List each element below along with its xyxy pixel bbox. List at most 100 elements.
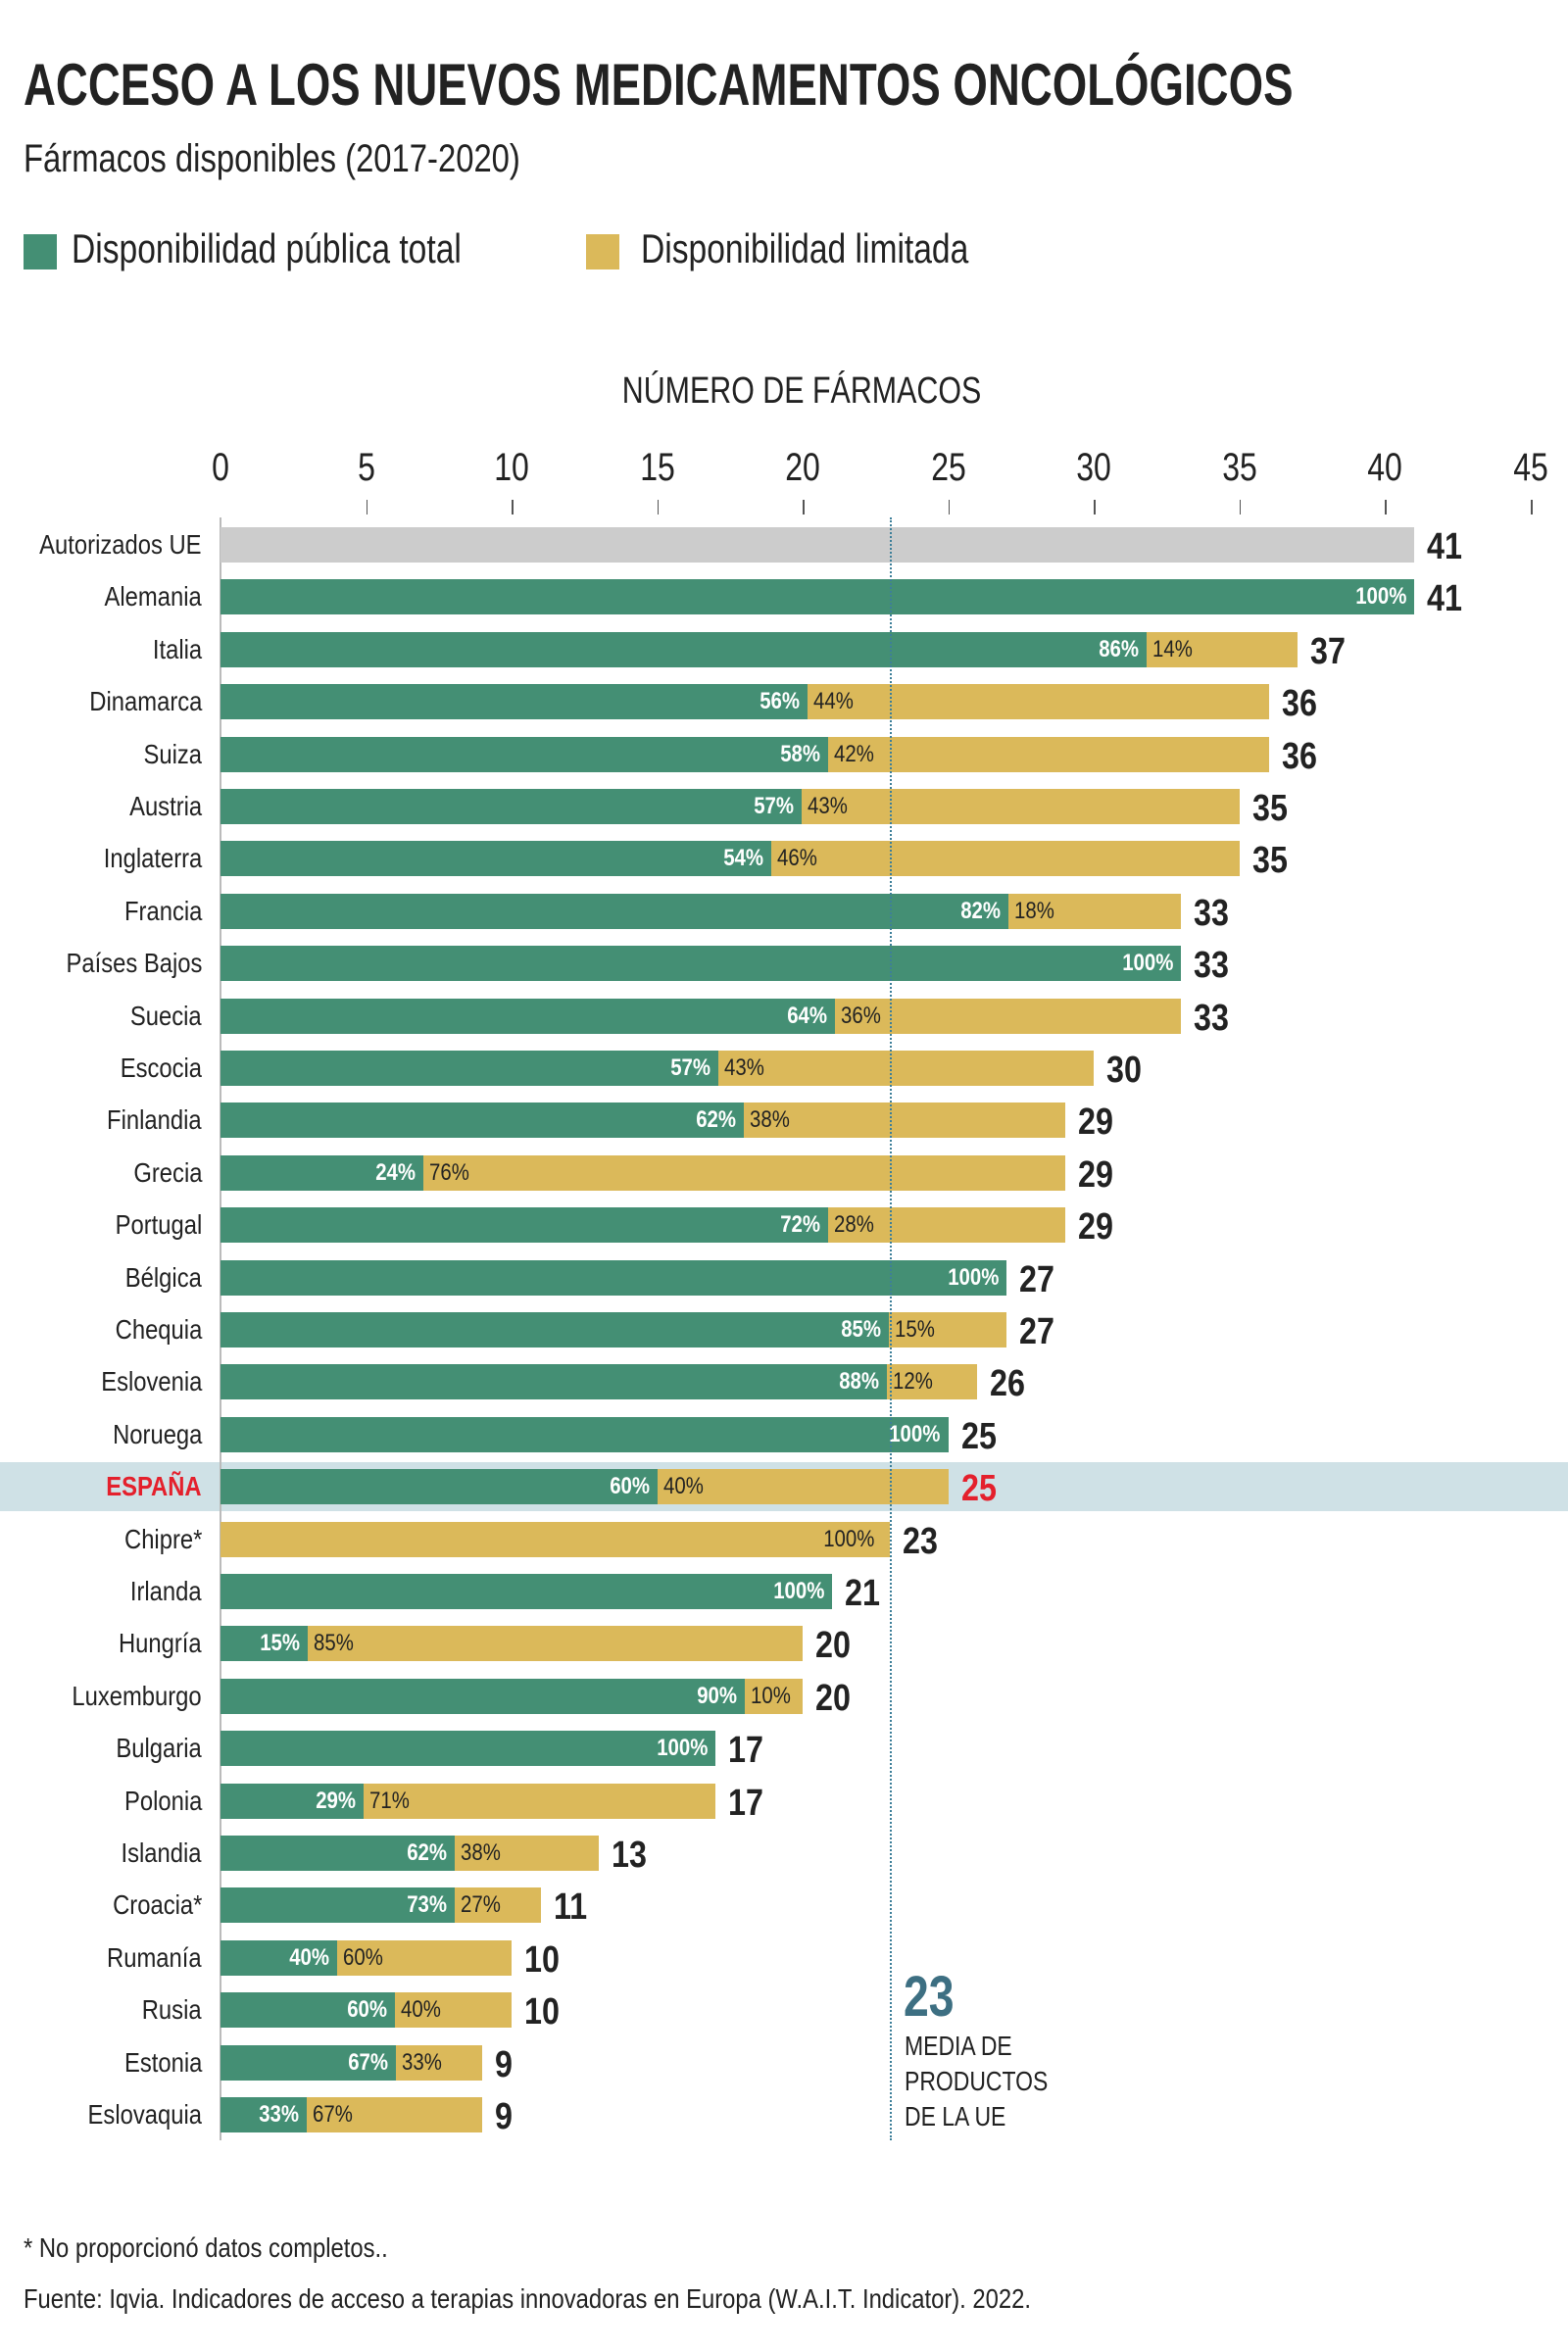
bar-limited — [336, 1939, 513, 1976]
bar-public — [220, 1836, 456, 1871]
x-tick-label: 20 — [785, 446, 821, 489]
limited-pct-label: 71% — [369, 1787, 411, 1814]
total-label: 27 — [1019, 1311, 1055, 1352]
total-label: 10 — [524, 1991, 561, 2034]
total-label: 23 — [903, 1520, 939, 1562]
bar-public — [220, 1364, 887, 1400]
legend-swatch-public — [24, 234, 57, 270]
bar-limited — [807, 684, 1269, 720]
total-label: 9 — [495, 2096, 514, 2137]
bar-limited — [835, 998, 1182, 1034]
bar-public — [220, 1312, 889, 1348]
x-tick — [1094, 500, 1096, 514]
legend-label-public: Disponibilidad pública total — [72, 225, 462, 271]
x-tick-label: 45 — [1513, 446, 1548, 489]
public-pct-label: 88% — [838, 1368, 879, 1396]
bar-limited — [744, 1102, 1065, 1139]
x-axis-title: NÚMERO DE FÁRMACOS — [621, 370, 982, 412]
total-label: 33 — [1194, 892, 1230, 934]
category-label: Rumanía — [107, 1941, 202, 1973]
x-tick-label: 30 — [1076, 446, 1112, 489]
x-tick — [657, 500, 660, 514]
bar-public — [220, 1259, 1007, 1296]
public-pct-label: 29% — [316, 1787, 357, 1814]
bar-public — [220, 1102, 745, 1139]
public-pct-label: 100% — [889, 1420, 941, 1447]
bar-limited — [455, 1836, 600, 1871]
bar-limited — [718, 1051, 1095, 1086]
bar-limited — [744, 1678, 804, 1714]
category-label: Estonia — [123, 2046, 202, 2078]
bar-public — [220, 1939, 337, 1976]
x-tick-label: 10 — [494, 446, 529, 489]
x-tick-label: 15 — [639, 446, 675, 489]
total-label: 41 — [1427, 526, 1463, 567]
bar-public — [220, 2044, 397, 2081]
x-tick — [1531, 500, 1533, 514]
limited-pct-label: 40% — [401, 1996, 442, 2024]
public-pct-label: 57% — [753, 793, 794, 819]
total-label: 37 — [1310, 630, 1347, 672]
public-pct-label: 33% — [259, 2101, 300, 2128]
total-label: 33 — [1194, 945, 1230, 987]
limited-pct-label: 67% — [313, 2101, 354, 2128]
limited-pct-label: 43% — [724, 1054, 764, 1081]
public-pct-label: 57% — [670, 1054, 711, 1081]
category-label: Autorizados UE — [39, 529, 202, 560]
total-label: 36 — [1281, 735, 1317, 777]
limited-pct-label: 76% — [428, 1158, 469, 1186]
x-tick — [1239, 500, 1242, 514]
category-label: Irlanda — [130, 1576, 202, 1606]
public-pct-label: 90% — [696, 1682, 737, 1709]
total-label: 30 — [1106, 1050, 1143, 1091]
bar-public — [220, 1207, 829, 1244]
total-label: 26 — [990, 1363, 1026, 1405]
total-label: 17 — [728, 1730, 764, 1772]
public-pct-label: 82% — [960, 897, 1001, 924]
public-pct-label: 62% — [696, 1106, 737, 1134]
public-pct-label: 67% — [348, 2048, 389, 2076]
bar-limited — [220, 1521, 891, 1557]
bar-public — [220, 1051, 719, 1086]
bar-limited — [1147, 631, 1298, 667]
bar-public — [220, 789, 802, 824]
category-label: Italia — [152, 633, 202, 664]
bar-public — [220, 893, 1008, 929]
x-tick — [366, 500, 368, 514]
total-label: 20 — [815, 1625, 852, 1667]
bar-limited — [422, 1154, 1065, 1191]
bar-limited — [307, 2097, 483, 2132]
x-tick-label: 25 — [930, 446, 966, 489]
bar-public — [220, 998, 836, 1034]
category-label: Inglaterra — [103, 843, 202, 874]
category-label: Suecia — [130, 1000, 202, 1031]
bar-public — [220, 1626, 309, 1662]
public-pct-label: 15% — [260, 1630, 301, 1657]
public-pct-label: 24% — [374, 1158, 416, 1186]
mean-label-line: DE LA UE — [905, 2101, 1006, 2132]
category-label: Francia — [123, 895, 202, 926]
limited-pct-label: 27% — [460, 1891, 501, 1919]
x-tick-label: 5 — [357, 446, 375, 489]
bar-public — [220, 1783, 365, 1819]
bar-public — [220, 946, 1182, 982]
public-pct-label: 62% — [407, 1839, 448, 1866]
public-pct-label: 100% — [1122, 950, 1174, 977]
category-label: Portugal — [115, 1209, 202, 1241]
total-label: 29 — [1077, 1153, 1113, 1196]
public-pct-label: 100% — [772, 1578, 824, 1604]
public-pct-label: 85% — [841, 1316, 881, 1343]
total-label: 35 — [1251, 788, 1288, 829]
category-label: Alemania — [104, 581, 202, 612]
bar-public — [220, 2097, 308, 2132]
limited-pct-label: 14% — [1152, 635, 1194, 662]
limited-pct-label: 85% — [314, 1630, 354, 1657]
limited-pct-label: 43% — [807, 793, 848, 819]
bar-public — [220, 1992, 396, 2029]
x-tick — [512, 500, 514, 514]
axis-baseline — [220, 517, 221, 2140]
bar-limited — [396, 2044, 483, 2081]
category-label: Luxemburgo — [72, 1680, 202, 1711]
bar-limited — [1007, 893, 1182, 929]
category-label: Finlandia — [107, 1104, 202, 1136]
